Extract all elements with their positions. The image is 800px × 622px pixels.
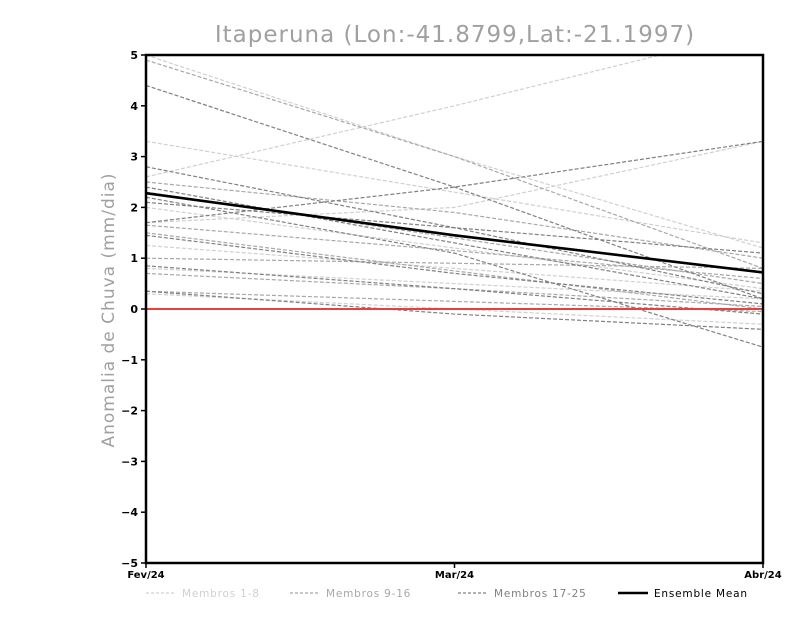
y-tick-label: 3	[130, 151, 138, 164]
member-series-line-4	[146, 244, 763, 292]
axes: −5 −4 −3 −2 −1 0 1 2 3 4 5 Fev/24 Mar/24 Abr/24	[121, 49, 782, 581]
chart-title: Itaperuna (Lon:-41.8799,Lat:-21.1997)	[215, 22, 695, 48]
x-tick-label: Abr/24	[744, 570, 781, 581]
member-series-line-15	[146, 59, 763, 269]
y-tick-label: 2	[130, 201, 138, 214]
member-series-line-17	[146, 84, 763, 300]
member-series-line-25	[146, 234, 763, 305]
member-series-line-10	[146, 224, 763, 280]
y-tick-label: −2	[121, 405, 138, 418]
x-tick-label: Mar/24	[435, 570, 474, 581]
member-series-line-18	[146, 166, 763, 295]
y-tick-label: −3	[121, 455, 138, 468]
y-tick-label: −1	[121, 354, 138, 367]
x-tick-label: Fev/24	[127, 570, 164, 581]
legend-item: Membros 17-25	[458, 588, 587, 600]
member-series-line-24	[146, 290, 763, 330]
legend-label: Ensemble Mean	[654, 588, 748, 600]
y-tick-label: 5	[130, 49, 138, 62]
member-series-line-3	[146, 140, 763, 224]
member-series-line-20	[146, 186, 763, 300]
member-series-line-22	[146, 265, 763, 315]
member-series-line-23	[146, 201, 763, 254]
member-series-line-11	[146, 257, 763, 269]
y-tick-label: −4	[121, 506, 138, 519]
member-series-line-7	[146, 55, 763, 249]
legend-item: Ensemble Mean	[618, 588, 748, 600]
y-tick-label: 1	[130, 252, 138, 265]
member-series-line-21	[146, 196, 763, 348]
member-series-line-16	[146, 232, 763, 310]
member-series-line-14	[146, 290, 763, 313]
legend-label: Membros 17-25	[494, 588, 587, 600]
y-tick-label: 0	[130, 303, 138, 316]
legend-item: Membros 1-8	[146, 588, 260, 600]
member-series-line-9	[146, 181, 763, 259]
legend-item: Membros 9-16	[290, 588, 411, 600]
y-tick-label: 4	[130, 100, 138, 113]
y-tick-label: −5	[121, 557, 138, 570]
member-series-line-5	[146, 206, 763, 290]
y-axis-label: Anomalia de Chuva (mm/dia)	[99, 172, 119, 447]
legend: Membros 1-8 Membros 9-16 Membros 17-25 Ense…	[146, 588, 748, 600]
series-layer	[146, 55, 763, 348]
legend-label: Membros 1-8	[182, 588, 260, 600]
legend-label: Membros 9-16	[326, 588, 411, 600]
ensemble-mean-line	[146, 191, 763, 274]
member-series-line-2	[146, 140, 763, 244]
